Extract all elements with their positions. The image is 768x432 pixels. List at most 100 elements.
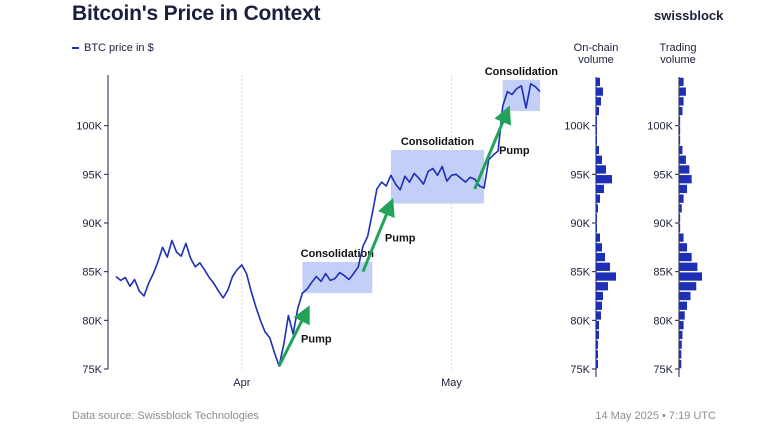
y-tick-label: 95K	[82, 169, 102, 181]
onchain-volume-bar	[596, 136, 597, 145]
onchain-volume-bar	[596, 272, 616, 281]
brand-logo: swissblock	[654, 8, 724, 23]
onchain-volume-bar	[596, 311, 601, 320]
trading-volume-header: Trading volume	[643, 42, 713, 66]
onchain-volume-bar	[596, 77, 600, 87]
pump-label: Pump	[301, 333, 332, 345]
onchain-volume-bar	[596, 213, 597, 223]
consolidation-label: Consolidation	[401, 136, 475, 148]
trading-header-line1: Trading	[659, 42, 697, 54]
trading-volume-bar	[679, 165, 690, 174]
onchain-header-line2: volume	[578, 54, 614, 66]
trading-volume-tick-label: 75K	[653, 364, 673, 376]
onchain-header-line1: On-chain	[573, 42, 619, 54]
trading-volume-bar	[679, 184, 688, 194]
legend-line-swatch	[72, 47, 79, 50]
onchain-volume-bar	[596, 155, 602, 164]
trading-volume-bar	[679, 301, 688, 310]
trading-volume-tick-label: 95K	[653, 169, 673, 181]
x-tick-label: May	[441, 377, 462, 389]
onchain-volume-bar	[596, 204, 598, 213]
onchain-volume-bar	[596, 175, 612, 184]
y-tick-label: 85K	[82, 267, 102, 279]
onchain-volume-bar	[596, 243, 602, 252]
onchain-volume-bar	[596, 262, 610, 271]
trading-volume-tick-label: 80K	[653, 315, 673, 327]
onchain-volume-bar	[596, 145, 599, 155]
onchain-volume-bar	[596, 184, 604, 194]
onchain-volume-tick-label: 100K	[564, 121, 590, 133]
consolidation-label: Consolidation	[301, 248, 375, 260]
trading-volume-bar	[679, 282, 697, 291]
onchain-volume-bar	[596, 291, 603, 301]
pump-label: Pump	[385, 233, 416, 245]
trading-volume-bar	[679, 136, 681, 145]
trading-volume-bar	[679, 213, 681, 223]
trading-volume-bar	[679, 272, 702, 281]
trading-header-line2: volume	[660, 54, 696, 66]
onchain-volume-bar	[596, 330, 599, 340]
onchain-volume-tick-label: 75K	[570, 364, 590, 376]
trading-volume-bar	[679, 311, 685, 320]
onchain-volume-bar	[596, 252, 605, 262]
trading-volume-bar	[679, 330, 683, 340]
trading-volume-tick-label: 85K	[653, 267, 673, 279]
onchain-volume-bar	[596, 165, 606, 174]
btc-price-line	[115, 83, 541, 367]
trading-volume-bar	[679, 291, 691, 301]
trading-volume-bar	[679, 97, 684, 106]
trading-volume-bar	[679, 155, 686, 164]
onchain-volume-tick-label: 80K	[570, 315, 590, 327]
y-tick-label: 80K	[82, 315, 102, 327]
onchain-volume-bar	[596, 321, 599, 330]
legend: BTC price in $	[72, 42, 154, 54]
data-source: Data source: Swissblock Technologies	[72, 410, 259, 422]
y-tick-label: 90K	[82, 218, 102, 230]
trading-volume-tick-label: 90K	[653, 218, 673, 230]
onchain-volume-tick-label: 95K	[570, 169, 590, 181]
trading-volume-bar	[679, 145, 683, 155]
y-tick-label: 100K	[76, 121, 102, 133]
consolidation-label: Consolidation	[485, 66, 559, 78]
trading-volume-bar	[679, 340, 682, 349]
pump-arrow	[361, 197, 395, 273]
timestamp: 14 May 2025 • 7:19 UTC	[595, 410, 716, 422]
onchain-volume-bar	[596, 282, 608, 291]
onchain-volume-tick-label: 90K	[570, 218, 590, 230]
onchain-volume-bar	[596, 350, 598, 359]
trading-volume-bar	[679, 223, 681, 233]
trading-volume-bar	[679, 77, 684, 87]
trading-volume-bar	[679, 116, 681, 125]
onchain-volume-header: On-chain volume	[561, 42, 631, 66]
y-tick-label: 75K	[82, 364, 102, 376]
trading-volume-bar	[679, 359, 682, 369]
trading-volume-bar	[679, 126, 681, 135]
trading-volume-bar	[679, 321, 684, 330]
onchain-volume-bar	[596, 301, 602, 310]
onchain-volume-bar	[596, 223, 597, 233]
onchain-volume-bar	[596, 233, 600, 242]
trading-volume-bar	[679, 87, 686, 96]
trading-volume-bar	[679, 106, 683, 116]
onchain-volume-tick-label: 85K	[570, 267, 590, 279]
onchain-volume-bar	[596, 194, 600, 203]
trading-volume-bar	[679, 233, 684, 242]
trading-volume-bar	[679, 252, 692, 262]
trading-volume-bar	[679, 262, 698, 271]
trading-volume-bar	[679, 243, 688, 252]
trading-volume-bar	[679, 204, 682, 213]
x-tick-label: Apr	[233, 377, 250, 389]
onchain-volume-bar	[596, 340, 598, 349]
trading-volume-bar	[679, 350, 682, 359]
consolidation-box	[502, 79, 540, 112]
pump-arrow	[473, 105, 512, 190]
onchain-volume-bar	[596, 116, 597, 125]
consolidation-box	[302, 261, 373, 294]
pump-label: Pump	[499, 145, 530, 157]
onchain-volume-bar	[596, 359, 598, 369]
chart-title: Bitcoin's Price in Context	[72, 2, 321, 25]
onchain-volume-bar	[596, 97, 601, 106]
trading-volume-tick-label: 100K	[647, 121, 673, 133]
onchain-volume-bar	[596, 87, 603, 96]
